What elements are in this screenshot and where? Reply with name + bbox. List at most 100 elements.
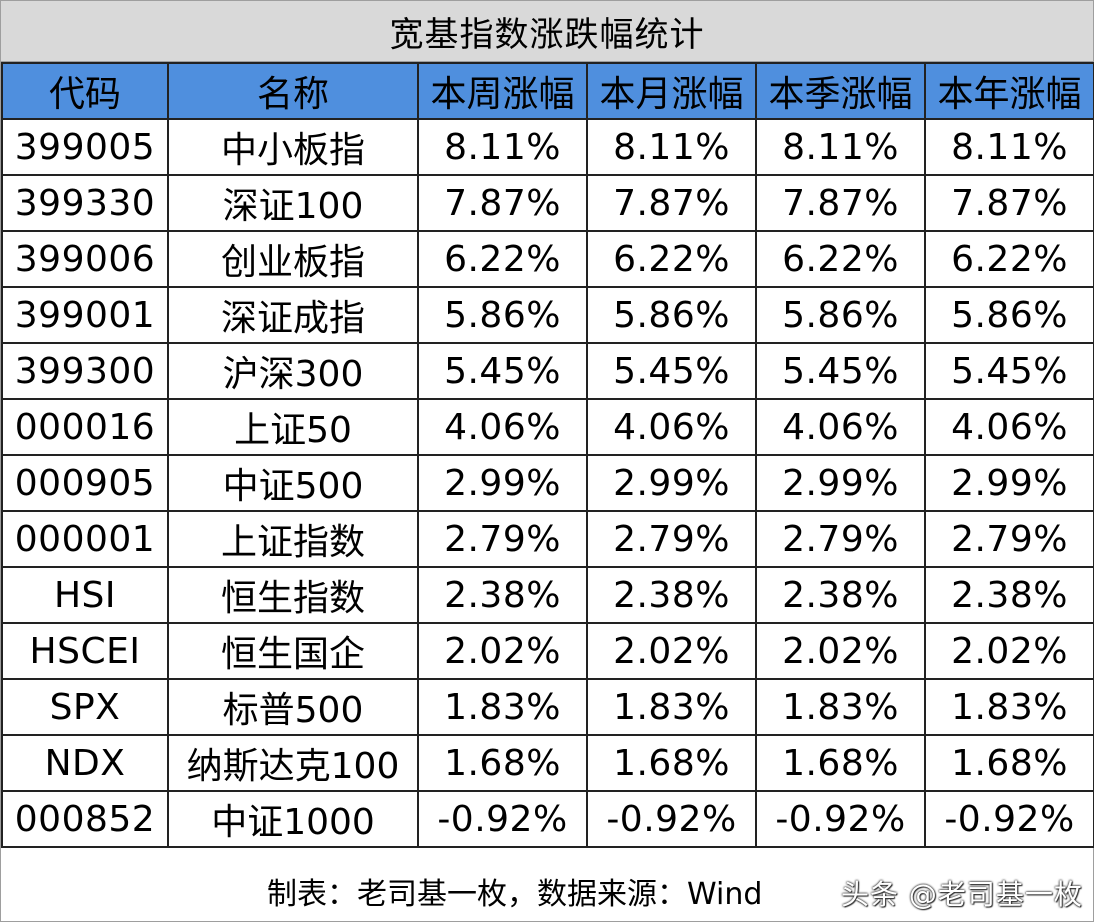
cell-code: 399001 — [1, 286, 169, 344]
table-row: 000016 上证50 4.06% 4.06% 4.06% 4.06% — [1, 398, 1094, 456]
cell-year-change: 2.99% — [924, 454, 1094, 512]
table-row: 399300 沪深300 5.45% 5.45% 5.45% 5.45% — [1, 342, 1094, 400]
cell-week-change: 2.79% — [417, 510, 588, 568]
cell-code: NDX — [1, 734, 169, 792]
table-row: HSI 恒生指数 2.38% 2.38% 2.38% 2.38% — [1, 566, 1094, 624]
cell-code: SPX — [1, 678, 169, 736]
cell-quarter-change: 4.06% — [755, 398, 926, 456]
cell-code: 399006 — [1, 230, 169, 288]
table-row: HSCEI 恒生国企 2.02% 2.02% 2.02% 2.02% — [1, 622, 1094, 680]
cell-year-change: 4.06% — [924, 398, 1094, 456]
table-row: 399330 深证100 7.87% 7.87% 7.87% 7.87% — [1, 174, 1094, 232]
cell-month-change: 2.99% — [586, 454, 757, 512]
cell-quarter-change: 2.02% — [755, 622, 926, 680]
cell-code: 399300 — [1, 342, 169, 400]
cell-week-change: 2.02% — [417, 622, 588, 680]
cell-code: 399330 — [1, 174, 169, 232]
cell-quarter-change: 2.99% — [755, 454, 926, 512]
cell-week-change: 5.45% — [417, 342, 588, 400]
cell-quarter-change: 1.83% — [755, 678, 926, 736]
cell-name: 沪深300 — [167, 342, 419, 400]
cell-quarter-change: 1.68% — [755, 734, 926, 792]
cell-month-change: 7.87% — [586, 174, 757, 232]
column-header-quarter: 本季涨幅 — [755, 62, 926, 120]
cell-year-change: 7.87% — [924, 174, 1094, 232]
cell-month-change: 1.83% — [586, 678, 757, 736]
cell-name: 中证1000 — [167, 790, 419, 848]
cell-month-change: 8.11% — [586, 118, 757, 176]
cell-code: HSI — [1, 566, 169, 624]
cell-month-change: 2.38% — [586, 566, 757, 624]
cell-name: 中小板指 — [167, 118, 419, 176]
cell-quarter-change: 5.45% — [755, 342, 926, 400]
cell-month-change: 5.86% — [586, 286, 757, 344]
cell-year-change: 6.22% — [924, 230, 1094, 288]
column-header-month: 本月涨幅 — [586, 62, 757, 120]
cell-quarter-change: 6.22% — [755, 230, 926, 288]
cell-month-change: 1.68% — [586, 734, 757, 792]
cell-week-change: -0.92% — [417, 790, 588, 848]
table-row: 000852 中证1000 -0.92% -0.92% -0.92% -0.92% — [1, 790, 1094, 848]
footer: 制表：老司基一枚，数据来源：Wind 头条 @老司基一枚 — [1, 869, 1093, 921]
column-header-code: 代码 — [1, 62, 169, 120]
cell-month-change: 4.06% — [586, 398, 757, 456]
table-body: 399005 中小板指 8.11% 8.11% 8.11% 8.11% 399330 深证10… — [1, 118, 1094, 848]
cell-quarter-change: 5.86% — [755, 286, 926, 344]
cell-code: 399005 — [1, 118, 169, 176]
table-row: 000001 上证指数 2.79% 2.79% 2.79% 2.79% — [1, 510, 1094, 568]
table-title: 宽基指数涨跌幅统计 — [1, 1, 1093, 62]
cell-code: HSCEI — [1, 622, 169, 680]
cell-month-change: 2.79% — [586, 510, 757, 568]
cell-month-change: 6.22% — [586, 230, 757, 288]
column-header-name: 名称 — [167, 62, 419, 120]
cell-name: 纳斯达克100 — [167, 734, 419, 792]
cell-week-change: 5.86% — [417, 286, 588, 344]
cell-name: 标普500 — [167, 678, 419, 736]
cell-quarter-change: 7.87% — [755, 174, 926, 232]
cell-month-change: 2.02% — [586, 622, 757, 680]
cell-code: 000016 — [1, 398, 169, 456]
cell-year-change: 5.45% — [924, 342, 1094, 400]
column-header-week: 本周涨幅 — [417, 62, 588, 120]
cell-week-change: 1.68% — [417, 734, 588, 792]
cell-year-change: 1.68% — [924, 734, 1094, 792]
cell-name: 恒生指数 — [167, 566, 419, 624]
cell-code: 000001 — [1, 510, 169, 568]
cell-week-change: 2.38% — [417, 566, 588, 624]
watermark: 头条 @老司基一枚 — [841, 878, 1083, 911]
column-header-year: 本年涨幅 — [924, 62, 1094, 120]
cell-month-change: -0.92% — [586, 790, 757, 848]
cell-name: 上证50 — [167, 398, 419, 456]
cell-month-change: 5.45% — [586, 342, 757, 400]
cell-week-change: 4.06% — [417, 398, 588, 456]
table-row: 399001 深证成指 5.86% 5.86% 5.86% 5.86% — [1, 286, 1094, 344]
cell-code: 000852 — [1, 790, 169, 848]
cell-year-change: 1.83% — [924, 678, 1094, 736]
table-row: 399005 中小板指 8.11% 8.11% 8.11% 8.11% — [1, 118, 1094, 176]
cell-year-change: 2.79% — [924, 510, 1094, 568]
table-row: 399006 创业板指 6.22% 6.22% 6.22% 6.22% — [1, 230, 1094, 288]
cell-week-change: 1.83% — [417, 678, 588, 736]
cell-name: 深证100 — [167, 174, 419, 232]
cell-code: 000905 — [1, 454, 169, 512]
cell-week-change: 6.22% — [417, 230, 588, 288]
cell-quarter-change: 2.38% — [755, 566, 926, 624]
table-row: 000905 中证500 2.99% 2.99% 2.99% 2.99% — [1, 454, 1094, 512]
cell-name: 深证成指 — [167, 286, 419, 344]
cell-year-change: 5.86% — [924, 286, 1094, 344]
table-row: NDX 纳斯达克100 1.68% 1.68% 1.68% 1.68% — [1, 734, 1094, 792]
cell-year-change: 8.11% — [924, 118, 1094, 176]
index-table: 代码 名称 本周涨幅 本月涨幅 本季涨幅 本年涨幅 399005 中小板指 8.11… — [1, 62, 1094, 848]
cell-year-change: 2.02% — [924, 622, 1094, 680]
cell-quarter-change: 2.79% — [755, 510, 926, 568]
cell-week-change: 8.11% — [417, 118, 588, 176]
cell-quarter-change: -0.92% — [755, 790, 926, 848]
table-row: SPX 标普500 1.83% 1.83% 1.83% 1.83% — [1, 678, 1094, 736]
cell-name: 恒生国企 — [167, 622, 419, 680]
cell-year-change: 2.38% — [924, 566, 1094, 624]
cell-year-change: -0.92% — [924, 790, 1094, 848]
cell-week-change: 2.99% — [417, 454, 588, 512]
cell-name: 上证指数 — [167, 510, 419, 568]
cell-name: 中证500 — [167, 454, 419, 512]
